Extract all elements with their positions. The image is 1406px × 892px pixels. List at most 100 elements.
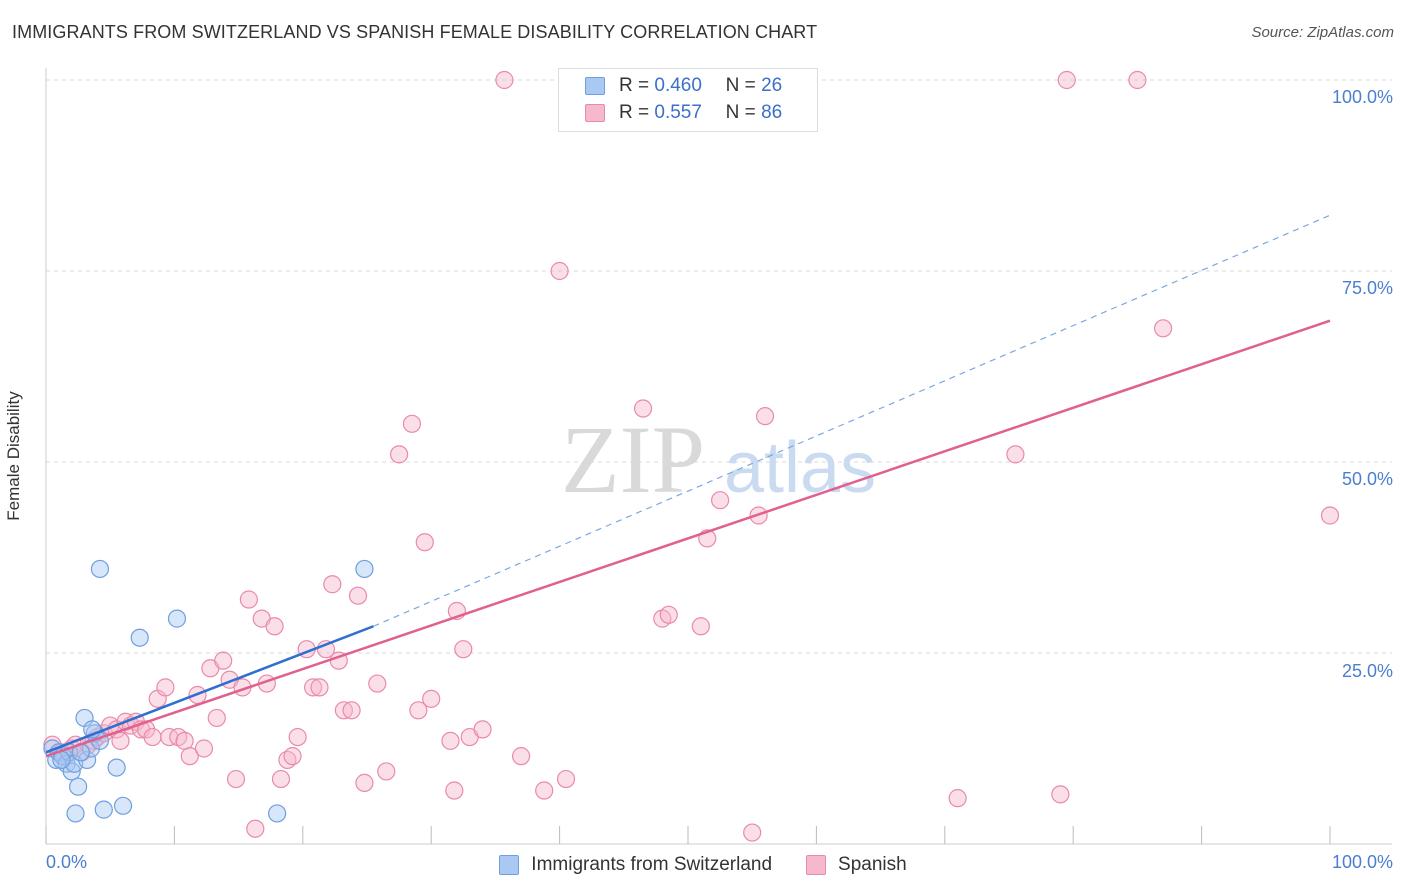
watermark: ZIP atlas (561, 406, 876, 513)
switzerland-trend-extension (373, 214, 1331, 627)
switzerland-point (268, 804, 287, 823)
legend-n-value: 26 (761, 75, 783, 96)
spanish-point (743, 823, 762, 842)
spanish-point (710, 491, 730, 510)
spanish-point (659, 605, 678, 624)
spanish-point (535, 781, 554, 800)
spanish-point (441, 731, 460, 750)
spanish-point (377, 762, 396, 781)
spanish-point (1006, 445, 1025, 464)
spanish-point (342, 701, 361, 720)
spanish-point (310, 678, 329, 697)
spanish-point (633, 399, 653, 418)
switzerland-point (77, 750, 97, 770)
correlation-legend: R = 0.460 N = 26 R = 0.557 N = 86 (558, 68, 818, 132)
spanish-point (111, 731, 130, 750)
spanish-point (1320, 506, 1340, 525)
switzerland-trend-line (45, 625, 374, 754)
spanish-point (422, 689, 441, 708)
spanish-point (1057, 70, 1076, 90)
switzerland-point (167, 609, 187, 628)
legend-row-spanish: R = 0.557 N = 86 (585, 102, 782, 124)
spanish-point (239, 590, 258, 609)
spanish-point (194, 739, 214, 758)
spanish-point (143, 727, 162, 747)
spanish-point (390, 445, 409, 464)
legend-n-value: 86 (761, 102, 783, 123)
spanish-point (323, 575, 342, 594)
spanish-point (283, 747, 302, 766)
spanish-point (156, 678, 175, 697)
spanish-point (402, 414, 422, 433)
spanish-point (1128, 70, 1147, 90)
legend-swatch-blue (499, 855, 520, 875)
switzerland-point (107, 758, 126, 777)
watermark-atlas: atlas (724, 428, 876, 508)
legend-label-spanish: Spanish (838, 854, 907, 875)
spanish-point (246, 819, 265, 838)
spanish-point (265, 617, 284, 636)
y-tick-label-75: 75.0% (1341, 278, 1393, 298)
spanish-point (334, 701, 353, 720)
grid-lines (46, 79, 1392, 654)
spanish-point (226, 769, 246, 789)
spanish-point (445, 781, 464, 800)
spanish-point (691, 617, 710, 636)
spanish-point (415, 533, 434, 552)
switzerland-point (94, 800, 113, 819)
spanish-point (1051, 785, 1070, 804)
switzerland-point (130, 628, 149, 647)
spanish-point (550, 261, 569, 281)
series-legend: Immigrants from Switzerland Spanish (0, 852, 1406, 878)
spanish-point (495, 70, 514, 90)
axes (45, 68, 1392, 845)
legend-swatch-blue (585, 77, 605, 95)
legend-r-label: R = (619, 75, 650, 96)
spanish-trend-line (45, 319, 1331, 758)
legend-n-label: N = (725, 102, 756, 123)
spanish-point (556, 769, 576, 789)
spanish-point (288, 727, 307, 747)
x-tick-label-0: 0.0% (46, 852, 88, 872)
spanish-point (1153, 319, 1173, 338)
y-tick-label-25: 25.0% (1341, 661, 1393, 681)
legend-r-value: 0.460 (654, 75, 702, 96)
legend-item-spanish[interactable]: Spanish (806, 854, 907, 876)
spanish-point (409, 701, 428, 720)
legend-swatch-pink (806, 855, 827, 875)
chart-title: IMMIGRANTS FROM SWITZERLAND VS SPANISH F… (12, 22, 818, 42)
spanish-point (214, 651, 233, 670)
spanish-point (473, 720, 492, 739)
spanish-point (207, 708, 226, 728)
switzerland-points (43, 559, 374, 823)
switzerland-point (66, 804, 85, 823)
spanish-point (368, 674, 387, 693)
spanish-point (175, 731, 194, 750)
spanish-points (43, 70, 1340, 842)
switzerland-point (113, 796, 133, 815)
spanish-point (511, 747, 531, 766)
switzerland-point (68, 777, 88, 796)
spanish-point (755, 407, 775, 426)
watermark-zip: ZIP (561, 406, 705, 513)
spanish-point (180, 747, 199, 766)
spanish-point (271, 769, 291, 789)
legend-swatch-pink (585, 104, 605, 122)
legend-item-switzerland[interactable]: Immigrants from Switzerland (499, 854, 772, 876)
spanish-point (348, 586, 368, 605)
spanish-point (454, 640, 473, 659)
legend-row-switzerland: R = 0.460 N = 26 (585, 75, 782, 97)
legend-label-switzerland: Immigrants from Switzerland (531, 854, 773, 875)
legend-r-label: R = (619, 102, 650, 123)
legend-r-value: 0.557 (654, 102, 702, 123)
switzerland-point (355, 559, 374, 579)
spanish-point (355, 773, 374, 792)
x-tick-label-100: 100.0% (1331, 852, 1393, 872)
legend-n-label: N = (725, 75, 756, 96)
switzerland-point (90, 559, 110, 579)
trend-lines (45, 214, 1331, 758)
source-label: Source: ZipAtlas.com (1251, 24, 1394, 41)
spanish-point (948, 789, 967, 808)
y-tick-label-50: 50.0% (1341, 469, 1393, 489)
